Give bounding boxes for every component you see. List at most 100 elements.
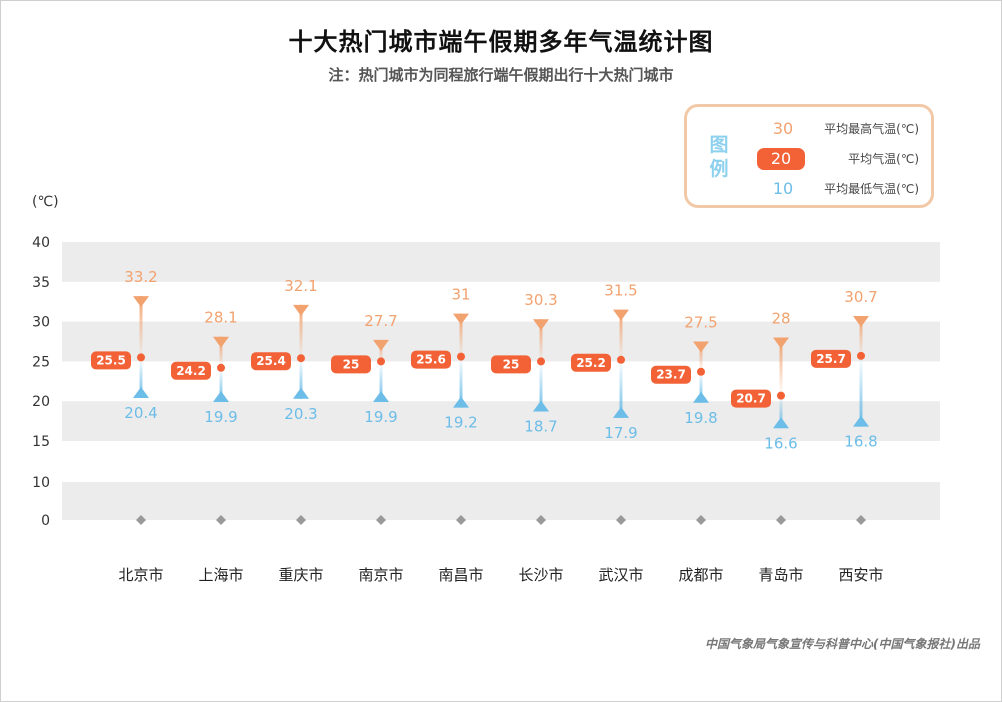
avg-dot bbox=[697, 367, 705, 376]
low-range-line bbox=[859, 355, 863, 427]
low-range-line bbox=[219, 367, 223, 402]
avg-value-badge bbox=[171, 361, 211, 380]
avg-value-badge bbox=[331, 355, 371, 374]
low-value-label: 19.9 bbox=[364, 408, 397, 426]
low-marker bbox=[213, 390, 229, 402]
baseline-marker bbox=[296, 515, 306, 525]
avg-dot bbox=[137, 353, 145, 362]
low-marker bbox=[613, 406, 629, 418]
x-category-label: 上海市 bbox=[198, 566, 243, 584]
high-marker bbox=[693, 341, 709, 353]
grid-band bbox=[62, 321, 940, 362]
high-range-line bbox=[459, 313, 463, 357]
avg-dot bbox=[377, 357, 385, 366]
high-value-label: 33.2 bbox=[124, 268, 157, 286]
low-marker bbox=[453, 396, 469, 408]
low-marker bbox=[853, 415, 869, 427]
high-range-line bbox=[219, 336, 223, 368]
avg-value-badge bbox=[411, 350, 451, 369]
low-value-label: 19.2 bbox=[444, 414, 477, 432]
low-value-label: 18.7 bbox=[524, 418, 557, 436]
high-marker bbox=[213, 336, 229, 348]
avg-value-label: 25 bbox=[343, 357, 360, 371]
grid-band bbox=[62, 242, 940, 282]
avg-dot bbox=[617, 355, 625, 364]
high-range-line bbox=[859, 316, 863, 356]
legend-title: 图例 bbox=[709, 134, 729, 180]
y-axis-unit: (℃) bbox=[32, 194, 59, 210]
baseline-marker bbox=[136, 515, 146, 525]
high-value-label: 28 bbox=[771, 310, 790, 328]
chart-title: 十大热门城市端午假期多年气温统计图 bbox=[288, 28, 714, 56]
low-range-line bbox=[459, 356, 463, 408]
baseline-marker bbox=[376, 515, 386, 525]
high-value-label: 30.7 bbox=[844, 288, 877, 306]
high-value-label: 30.3 bbox=[524, 291, 557, 309]
low-range-line bbox=[699, 371, 703, 403]
legend-low-value: 10 bbox=[772, 179, 794, 198]
low-range-line bbox=[299, 358, 303, 399]
low-value-label: 19.8 bbox=[684, 409, 717, 427]
avg-value-badge bbox=[651, 365, 691, 384]
high-marker bbox=[613, 309, 629, 321]
x-category-label: 长沙市 bbox=[518, 566, 563, 584]
x-category-label: 武汉市 bbox=[598, 566, 643, 584]
y-tick-label: 10 bbox=[32, 475, 50, 491]
legend-item-low: 10 平均最低气温(℃) bbox=[757, 177, 927, 201]
avg-value-label: 25.5 bbox=[96, 353, 126, 367]
avg-dot bbox=[537, 357, 545, 366]
avg-value-label: 25.2 bbox=[576, 356, 606, 370]
x-category-label: 青岛市 bbox=[758, 566, 803, 584]
avg-value-badge bbox=[811, 349, 851, 368]
avg-dot bbox=[457, 352, 465, 361]
avg-dot bbox=[217, 363, 225, 372]
y-tick-label: 25 bbox=[32, 354, 50, 370]
x-category-label: 南昌市 bbox=[438, 566, 483, 584]
high-marker bbox=[533, 319, 549, 331]
avg-dot bbox=[857, 351, 865, 360]
high-range-line bbox=[779, 337, 783, 396]
high-range-line bbox=[619, 309, 623, 360]
x-category-label: 重庆市 bbox=[278, 566, 323, 584]
high-value-label: 31 bbox=[451, 286, 470, 304]
baseline-marker bbox=[776, 515, 786, 525]
high-range-line bbox=[699, 341, 703, 372]
avg-value-label: 25.6 bbox=[416, 353, 446, 367]
legend-high-label: 平均最高气温(℃) bbox=[824, 122, 919, 136]
baseline-marker bbox=[536, 515, 546, 525]
low-value-label: 20.3 bbox=[284, 405, 317, 423]
low-marker bbox=[693, 391, 709, 403]
y-tick-label: 30 bbox=[32, 315, 50, 331]
baseline-marker bbox=[216, 515, 226, 525]
legend-avg-label: 平均气温(℃) bbox=[848, 152, 919, 166]
avg-value-badge bbox=[731, 389, 771, 408]
high-value-label: 28.1 bbox=[204, 309, 237, 327]
baseline-marker bbox=[616, 515, 626, 525]
grid-band bbox=[62, 482, 940, 520]
low-range-line bbox=[779, 395, 783, 429]
x-category-label: 南京市 bbox=[358, 566, 403, 584]
low-marker bbox=[773, 417, 789, 429]
baseline-marker bbox=[456, 515, 466, 525]
y-tick-label: 40 bbox=[32, 235, 50, 251]
avg-value-badge bbox=[571, 353, 611, 372]
low-value-label: 19.9 bbox=[204, 408, 237, 426]
avg-value-label: 24.2 bbox=[176, 364, 206, 378]
high-range-line bbox=[299, 304, 303, 359]
low-marker bbox=[533, 400, 549, 412]
avg-value-label: 25.4 bbox=[256, 354, 286, 368]
avg-value-label: 20.7 bbox=[736, 392, 766, 406]
legend-avg-value: 20 bbox=[757, 148, 805, 170]
high-marker bbox=[453, 313, 469, 325]
high-range-line bbox=[139, 296, 143, 358]
avg-value-badge bbox=[491, 355, 531, 374]
avg-dot bbox=[297, 354, 305, 363]
legend-item-avg: 20 平均气温(℃) bbox=[757, 147, 927, 171]
grid-band bbox=[62, 401, 940, 441]
y-tick-label: 20 bbox=[32, 394, 50, 410]
low-range-line bbox=[379, 361, 383, 402]
x-category-label: 西安市 bbox=[838, 566, 883, 584]
y-tick-label: 0 bbox=[41, 513, 50, 529]
high-marker bbox=[293, 304, 309, 316]
